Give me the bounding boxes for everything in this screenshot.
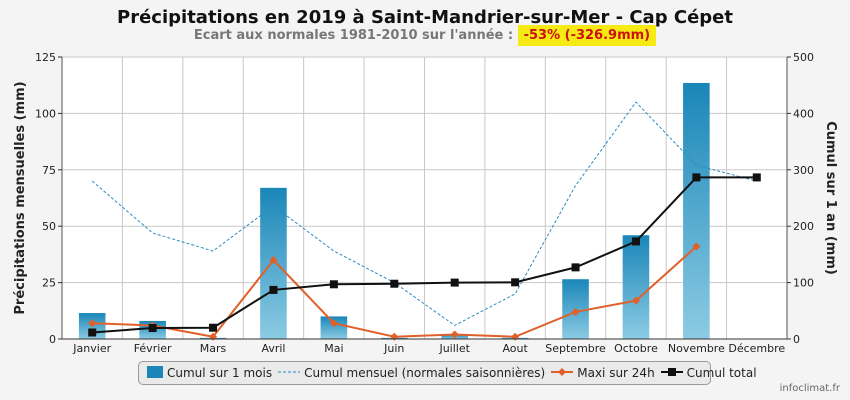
x-tick-label: Juillet (438, 342, 470, 355)
legend-bar-swatch (147, 365, 163, 381)
cumulative-total-point (88, 328, 97, 337)
cumulative-total-point (511, 278, 520, 287)
cumulative-total-point (148, 324, 157, 333)
y2-tick-label: 200 (793, 220, 814, 233)
maxi-24h-point (88, 319, 97, 328)
y-tick-label: 0 (49, 333, 56, 346)
cumulative-total-point (269, 285, 278, 294)
maxi-24h-point (631, 296, 640, 305)
y2-tick-label: 500 (793, 51, 814, 64)
legend-diamond-line-swatch (551, 366, 574, 381)
cumulative-total-point (692, 173, 701, 182)
chart-legend: Cumul sur 1 mois Cumul mensuel (normales… (138, 361, 757, 385)
x-tick-label: Janvier (72, 342, 111, 355)
x-tick-label: Aout (502, 342, 528, 355)
chart-title: Précipitations en 2019 à Saint-Mandrier-… (117, 7, 733, 28)
bar-novembre (683, 82, 710, 339)
y-tick-label: 125 (35, 51, 56, 64)
legend-square-line-swatch (660, 366, 683, 381)
x-tick-label: Octobre (614, 342, 658, 355)
cumulative-total-point (752, 173, 761, 182)
legend-item-monthly[interactable]: Cumul sur 1 mois (147, 365, 273, 381)
legend-label: Cumul sur 1 mois (167, 366, 273, 380)
normals-line (91, 101, 757, 327)
cumulative-total-point (450, 278, 459, 287)
legend-item-total[interactable]: Cumul total (660, 366, 757, 381)
maxi-24h-point (450, 330, 459, 339)
y-axis-label: Précipitations mensuelles (mm) (13, 81, 28, 314)
y-tick-label: 25 (42, 277, 56, 290)
x-tick-label: Mai (324, 342, 343, 355)
cumulative-total-point (209, 323, 218, 332)
cumulative-total-point (631, 237, 640, 246)
legend-dashed-line-swatch (278, 366, 301, 381)
x-tick-label: Décembre (728, 342, 785, 355)
maxi-24h-point (571, 307, 580, 316)
series-lines (88, 101, 761, 341)
chart-subtitle: Ecart aux normales 1981-2010 sur l'année… (0, 25, 850, 46)
legend-label: Cumul total (686, 366, 757, 380)
x-tick-label: Mars (200, 342, 227, 355)
y2-axis-label: Cumul sur 1 an (mm) (823, 121, 838, 275)
legend-item-normals[interactable]: Cumul mensuel (normales saisonnières) (278, 366, 545, 381)
y-tick-label: 75 (42, 164, 56, 177)
subtitle-prefix: Ecart aux normales 1981-2010 sur l'année… (193, 28, 518, 43)
maxi-24h-point (329, 319, 338, 328)
axes: 0 25 50 75 100 125 0 100 200 300 400 500 Janvier Févr… (35, 51, 814, 355)
y-tick-label: 50 (42, 220, 56, 233)
source-credit: infoclimat.fr (779, 383, 840, 394)
x-tick-label: Février (134, 342, 172, 355)
y2-tick-label: 0 (793, 333, 800, 346)
y2-tick-label: 300 (793, 164, 814, 177)
annual-deviation-badge: -53% (-326.9mm) (517, 25, 657, 46)
legend-item-maxi[interactable]: Maxi sur 24h (551, 366, 655, 381)
bar-mai (320, 316, 348, 339)
x-tick-label: Septembre (545, 342, 606, 355)
x-tick-label: Novembre (668, 342, 725, 355)
cumulative-total-line (92, 176, 757, 334)
x-tick-label: Juin (383, 342, 404, 355)
legend-label: Cumul mensuel (normales saisonnières) (304, 366, 546, 380)
maxi-24h-point (269, 256, 278, 265)
y-tick-label: 100 (35, 107, 56, 120)
legend-label: Maxi sur 24h (577, 366, 655, 380)
y2-tick-label: 400 (793, 107, 814, 120)
cumulative-total-point (329, 280, 338, 289)
cumulative-total-point (390, 279, 399, 288)
maxi-24h-point (692, 242, 701, 251)
y2-tick-label: 100 (793, 277, 814, 290)
bar-octobre (622, 235, 650, 339)
cumulative-total-point (571, 263, 580, 272)
x-tick-label: Avril (261, 342, 285, 355)
